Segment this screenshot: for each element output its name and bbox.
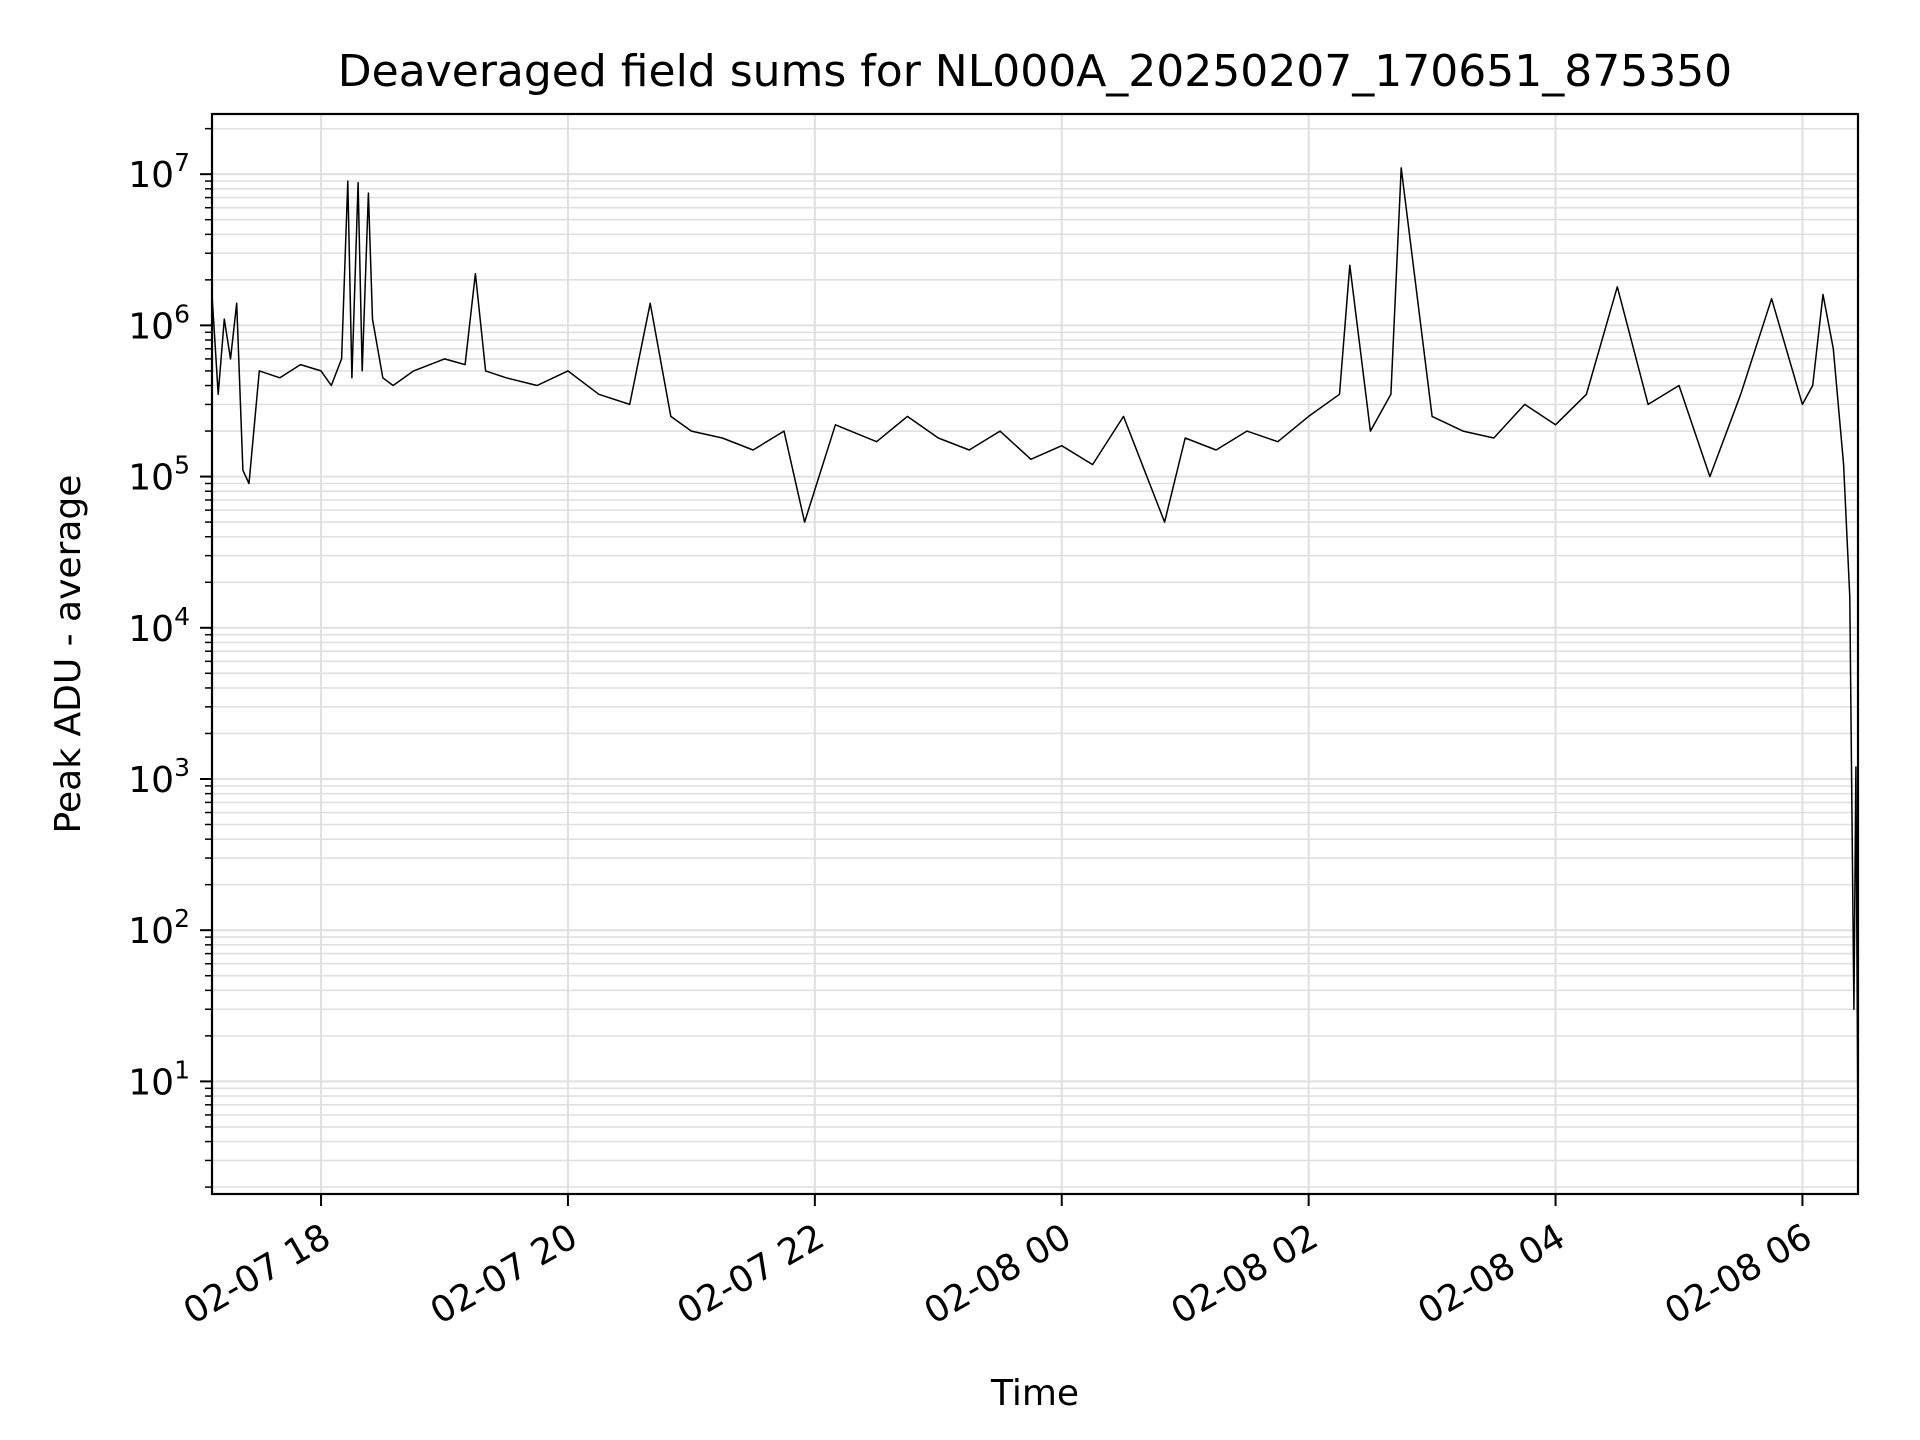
x-tick-label: 02-07 18: [177, 1216, 338, 1332]
y-tick-label: 104: [128, 602, 190, 650]
y-tick-label: 102: [128, 904, 190, 952]
x-tick-label: 02-07 22: [671, 1216, 832, 1332]
chart-title: Deaveraged field sums for NL000A_2025020…: [338, 46, 1732, 97]
series-layer: [211, 167, 1859, 1142]
y-tick-label: 103: [128, 753, 190, 801]
x-tick-label: 02-08 00: [918, 1216, 1079, 1332]
y-axis-ticks: 101 102 103 104 105 106 107: [128, 127, 212, 1188]
y-tick-label: 107: [128, 148, 190, 196]
x-tick-label: 02-08 02: [1164, 1216, 1325, 1332]
x-tick-label: 02-08 04: [1411, 1216, 1572, 1332]
x-axis-ticks: 02-07 18 02-07 20 02-07 22 02-08 00 02-08 02…: [177, 1194, 1819, 1333]
x-tick-label: 02-08 06: [1658, 1216, 1819, 1332]
y-tick-label: 105: [128, 451, 190, 499]
y-tick-label: 101: [128, 1055, 190, 1103]
y-tick-label: 106: [128, 299, 190, 347]
x-tick-label: 02-07 20: [424, 1216, 585, 1332]
plot-area-frame: [210, 112, 1860, 1196]
series-line: [211, 167, 1859, 1142]
y-axis-label: Peak ADU - average: [48, 475, 89, 834]
grid: [212, 114, 1858, 1194]
x-axis-label: Time: [990, 1373, 1079, 1414]
